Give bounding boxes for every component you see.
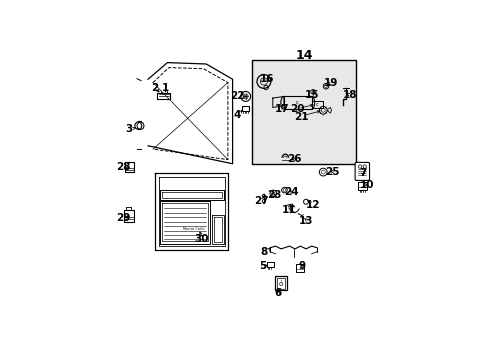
Text: 29: 29 bbox=[116, 213, 131, 224]
Text: 11: 11 bbox=[281, 205, 296, 215]
Text: 10: 10 bbox=[359, 180, 373, 190]
Text: 12: 12 bbox=[305, 199, 320, 210]
Text: 22: 22 bbox=[229, 91, 244, 102]
FancyBboxPatch shape bbox=[295, 264, 303, 272]
Text: 19: 19 bbox=[323, 77, 338, 87]
FancyBboxPatch shape bbox=[251, 60, 355, 164]
Text: 17: 17 bbox=[274, 104, 288, 114]
Text: 16: 16 bbox=[260, 74, 274, 84]
Text: Monte Carlo: Monte Carlo bbox=[183, 228, 204, 231]
FancyBboxPatch shape bbox=[266, 262, 273, 267]
Text: 13: 13 bbox=[298, 216, 313, 226]
Text: 6: 6 bbox=[274, 288, 281, 298]
Text: 1: 1 bbox=[161, 82, 168, 93]
Text: 5: 5 bbox=[259, 261, 266, 271]
FancyBboxPatch shape bbox=[274, 276, 286, 291]
Text: 23: 23 bbox=[266, 190, 281, 200]
FancyBboxPatch shape bbox=[124, 210, 134, 222]
Text: 14: 14 bbox=[294, 49, 312, 62]
Text: 3: 3 bbox=[125, 124, 133, 134]
Text: 2: 2 bbox=[151, 82, 158, 93]
Text: 15: 15 bbox=[304, 90, 318, 100]
FancyBboxPatch shape bbox=[276, 278, 285, 289]
Text: 24: 24 bbox=[284, 187, 298, 197]
Text: c: c bbox=[315, 102, 318, 107]
Text: 26: 26 bbox=[286, 154, 301, 164]
FancyBboxPatch shape bbox=[354, 162, 369, 180]
FancyBboxPatch shape bbox=[125, 162, 134, 172]
Text: 28: 28 bbox=[116, 162, 131, 172]
Text: 7: 7 bbox=[359, 168, 366, 179]
Text: 30: 30 bbox=[194, 234, 208, 244]
Text: 18: 18 bbox=[342, 90, 356, 100]
FancyBboxPatch shape bbox=[241, 105, 248, 111]
Text: c: c bbox=[296, 100, 299, 105]
Text: ó: ó bbox=[278, 280, 283, 287]
Text: 27: 27 bbox=[254, 195, 268, 206]
Text: 4: 4 bbox=[233, 110, 241, 120]
Text: 9: 9 bbox=[298, 261, 305, 271]
Text: 8: 8 bbox=[260, 247, 267, 257]
Text: 21: 21 bbox=[293, 112, 307, 122]
Text: 20: 20 bbox=[289, 104, 304, 114]
FancyBboxPatch shape bbox=[357, 182, 366, 190]
Text: 25: 25 bbox=[325, 167, 339, 177]
